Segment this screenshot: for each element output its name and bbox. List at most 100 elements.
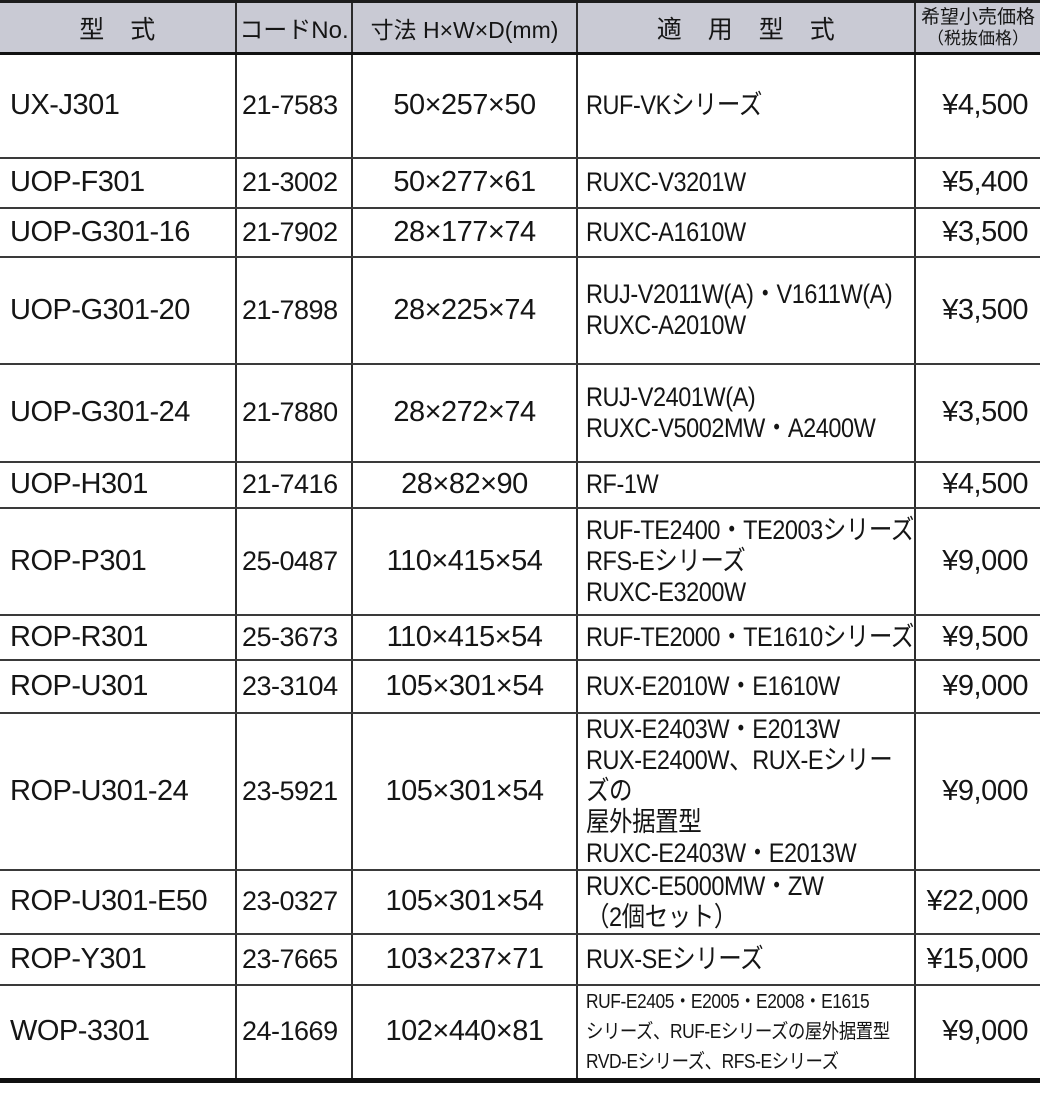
dimensions-cell: 103×237×71	[351, 932, 578, 986]
code-cell: 21-7583	[235, 52, 353, 159]
price-cell: ¥3,500	[914, 206, 1040, 258]
applicable-models-text: RUX-E2403W・E2013W RUX-E2400W、RUX-Eシリーズの …	[586, 713, 893, 868]
applicable-models-cell: RUF-TE2400・TE2003シリーズ RFS-Eシリーズ RUXC-E32…	[576, 506, 916, 616]
table-row: ROP-P301 25-0487 110×415×54 RUF-TE2400・TE20…	[0, 506, 1040, 616]
applicable-models-text: RUF-VKシリーズ	[586, 90, 762, 121]
applicable-models-text: RUF-E2405・E2005・E2008・E1615 シリーズ、RUF-Eシリ…	[586, 990, 890, 1073]
header-retail-price-sub: （税抜価格）	[927, 29, 1029, 48]
applicable-models-cell: RUX-E2403W・E2013W RUX-E2400W、RUX-Eシリーズの …	[576, 711, 916, 871]
price-cell: ¥3,500	[914, 362, 1040, 463]
model-cell: UOP-H301	[0, 460, 237, 509]
table-body: UX-J301 21-7583 50×257×50 RUF-VKシリーズ ¥4,500 U…	[0, 52, 1040, 1082]
code-cell: 23-7665	[235, 932, 353, 986]
applicable-models-text: RUF-TE2400・TE2003シリーズ RFS-Eシリーズ RUXC-E32…	[586, 514, 914, 607]
code-cell: 21-3002	[235, 156, 353, 209]
code-cell: 23-3104	[235, 658, 353, 714]
price-cell: ¥5,400	[914, 156, 1040, 209]
dimensions-cell: 110×415×54	[351, 613, 578, 661]
price-cell: ¥4,500	[914, 52, 1040, 159]
applicable-models-text: RUXC-E5000MW・ZW （2個セット）	[586, 870, 824, 932]
applicable-models-cell: RUF-E2405・E2005・E2008・E1615 シリーズ、RUF-Eシリ…	[576, 983, 916, 1082]
dimensions-cell: 28×82×90	[351, 460, 578, 509]
header-row: 型 式 コードNo. 寸法 H×W×D(mm) 適 用 型 式 希望小売価格 （…	[0, 1, 1040, 55]
dimensions-cell: 105×301×54	[351, 711, 578, 871]
applicable-models-cell: RUX-SEシリーズ	[576, 932, 916, 986]
code-cell: 21-7898	[235, 255, 353, 365]
model-cell: ROP-U301	[0, 658, 237, 714]
model-cell: UX-J301	[0, 52, 237, 159]
code-cell: 21-7902	[235, 206, 353, 258]
applicable-models-cell: RUF-VKシリーズ	[576, 52, 916, 159]
model-cell: UOP-G301-20	[0, 255, 237, 365]
code-cell: 25-0487	[235, 506, 353, 616]
table-row: UOP-G301-20 21-7898 28×225×74 RUJ-V2011W(A)…	[0, 255, 1040, 365]
model-cell: ROP-U301-E50	[0, 868, 237, 935]
model-cell: UOP-G301-24	[0, 362, 237, 463]
table-row: ROP-R301 25-3673 110×415×54 RUF-TE2000・TE16…	[0, 613, 1040, 661]
price-cell: ¥9,000	[914, 506, 1040, 616]
applicable-models-cell: RF-1W	[576, 460, 916, 509]
code-cell: 23-5921	[235, 711, 353, 871]
price-cell: ¥3,500	[914, 255, 1040, 365]
applicable-models-text: RUF-TE2000・TE1610シリーズ	[586, 621, 914, 652]
table-row: ROP-Y301 23-7665 103×237×71 RUX-SEシリーズ ¥15,0…	[0, 932, 1040, 986]
price-cell: ¥4,500	[914, 460, 1040, 509]
applicable-models-text: RUJ-V2011W(A)・V1611W(A) RUXC-A2010W	[586, 279, 893, 340]
table-row: UOP-G301-24 21-7880 28×272×74 RUJ-V2401W(A)…	[0, 362, 1040, 463]
model-cell: ROP-Y301	[0, 932, 237, 986]
price-cell: ¥22,000	[914, 868, 1040, 935]
applicable-models-cell: RUJ-V2401W(A) RUXC-V5002MW・A2400W	[576, 362, 916, 463]
applicable-models-cell: RUXC-A1610W	[576, 206, 916, 258]
table-row: WOP-3301 24-1669 102×440×81 RUF-E2405・E2005…	[0, 983, 1040, 1082]
price-cell: ¥9,000	[914, 983, 1040, 1082]
applicable-models-cell: RUF-TE2000・TE1610シリーズ	[576, 613, 916, 661]
price-cell: ¥15,000	[914, 932, 1040, 986]
model-cell: ROP-R301	[0, 613, 237, 661]
model-cell: UOP-G301-16	[0, 206, 237, 258]
code-cell: 23-0327	[235, 868, 353, 935]
code-cell: 21-7880	[235, 362, 353, 463]
table-row: ROP-U301-24 23-5921 105×301×54 RUX-E2403W・E…	[0, 711, 1040, 871]
applicable-models-cell: RUJ-V2011W(A)・V1611W(A) RUXC-A2010W	[576, 255, 916, 365]
header-retail-price-main: 希望小売価格	[920, 7, 1035, 28]
table-row: UOP-F301 21-3002 50×277×61 RUXC-V3201W ¥5,40…	[0, 156, 1040, 209]
model-cell: UOP-F301	[0, 156, 237, 209]
dimensions-cell: 28×225×74	[351, 255, 578, 365]
code-cell: 25-3673	[235, 613, 353, 661]
price-cell: ¥9,000	[914, 711, 1040, 871]
header-retail-price: 希望小売価格 （税抜価格）	[914, 1, 1040, 55]
applicable-models-cell: RUX-E2010W・E1610W	[576, 658, 916, 714]
table-row: UOP-H301 21-7416 28×82×90 RF-1W ¥4,500	[0, 460, 1040, 509]
applicable-models-cell: RUXC-E5000MW・ZW （2個セット）	[576, 868, 916, 935]
dimensions-cell: 105×301×54	[351, 868, 578, 935]
dimensions-cell: 105×301×54	[351, 658, 578, 714]
applicable-models-text: RF-1W	[586, 469, 659, 499]
table-row: ROP-U301 23-3104 105×301×54 RUX-E2010W・E161…	[0, 658, 1040, 714]
dimensions-cell: 28×177×74	[351, 206, 578, 258]
dimensions-cell: 110×415×54	[351, 506, 578, 616]
dimensions-cell: 28×272×74	[351, 362, 578, 463]
applicable-models-text: RUXC-V3201W	[586, 167, 746, 197]
header-dimensions: 寸法 H×W×D(mm)	[351, 1, 578, 55]
table-row: UOP-G301-16 21-7902 28×177×74 RUXC-A1610W ¥3…	[0, 206, 1040, 258]
model-cell: ROP-U301-24	[0, 711, 237, 871]
header-model: 型 式	[0, 1, 237, 55]
dimensions-cell: 50×257×50	[351, 52, 578, 159]
dimensions-cell: 102×440×81	[351, 983, 578, 1082]
header-code-no: コードNo.	[235, 1, 353, 55]
model-cell: ROP-P301	[0, 506, 237, 616]
model-cell: WOP-3301	[0, 983, 237, 1082]
price-cell: ¥9,000	[914, 658, 1040, 714]
table-row: ROP-U301-E50 23-0327 105×301×54 RUXC-E5000M…	[0, 868, 1040, 935]
applicable-models-text: RUJ-V2401W(A) RUXC-V5002MW・A2400W	[586, 381, 876, 443]
header-applicable-models: 適 用 型 式	[576, 1, 916, 55]
applicable-models-text: RUX-E2010W・E1610W	[586, 670, 840, 701]
code-cell: 24-1669	[235, 983, 353, 1082]
dimensions-cell: 50×277×61	[351, 156, 578, 209]
applicable-models-cell: RUXC-V3201W	[576, 156, 916, 209]
code-cell: 21-7416	[235, 460, 353, 509]
price-cell: ¥9,500	[914, 613, 1040, 661]
applicable-models-text: RUXC-A1610W	[586, 216, 746, 247]
applicable-models-text: RUX-SEシリーズ	[586, 943, 764, 974]
